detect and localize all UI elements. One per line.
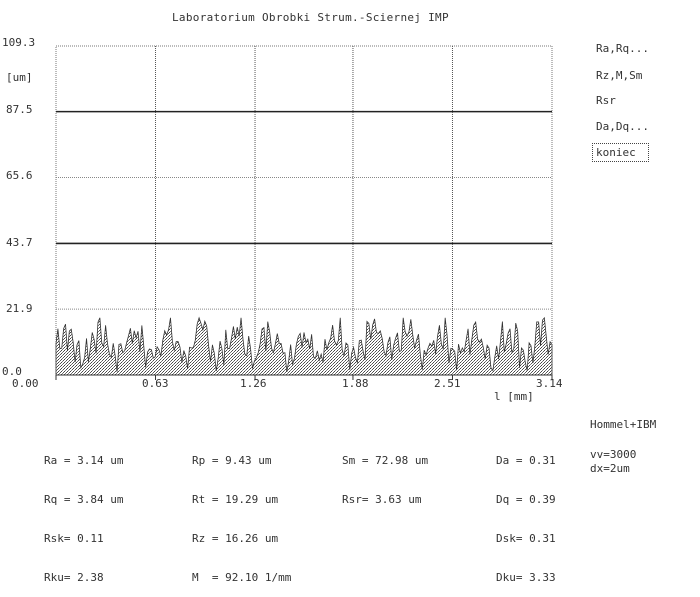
stat-da: Da = 0.31 [496,454,556,467]
menu-rz-m-sm[interactable]: Rz,M,Sm [596,69,643,82]
y-tick-label: 0.0 [2,365,22,378]
stat-dsk: Dsk= 0.31 [496,532,556,545]
stats-col-4: Da = 0.31 Dq = 0.39 Dsk= 0.31 Dku= 3.33 [496,428,556,597]
menu-rsr[interactable]: Rsr [596,94,616,107]
y-tick-label: 65.6 [6,169,33,182]
y-tick-label: 21.9 [6,302,33,315]
x-tick-label: 0.00 [12,377,39,390]
y-tick-label: 43.7 [6,236,33,249]
x-axis-label: l [mm] [494,390,534,403]
stat-m: M = 92.10 1/mm [192,571,292,584]
window-title: Laboratorium Obrobki Strum.-Sciernej IMP [172,11,449,24]
speed-label: vv=3000 [590,448,637,461]
device-label: Hommel+IBM [590,418,657,431]
menu-ra-rq[interactable]: Ra,Rq... [596,42,649,55]
menu-koniec[interactable]: koniec [592,143,649,162]
x-tick-label: 1.26 [240,377,267,390]
y-tick-label: 109.3 [2,36,36,49]
y-axis-unit: [um] [6,71,33,84]
y-tick-label: 87.5 [6,103,33,116]
stat-dq: Dq = 0.39 [496,493,556,506]
step-label: dx=2um [590,462,630,475]
stat-rsr: Rsr= 3.63 um [342,493,422,506]
stat-ra: Ra = 3.14 um [44,454,124,467]
stat-rt: Rt = 19.29 um [192,493,279,506]
stat-rq: Rq = 3.84 um [44,493,124,506]
stat-rp: Rp = 9.43 um [192,454,272,467]
stats-col-2: Rp = 9.43 um Rt = 19.29 um Rz = 16.26 um… [192,428,291,597]
stat-sm: Sm = 72.98 um [342,454,429,467]
stats-col-1: Ra = 3.14 um Rq = 3.84 um Rsk= 0.11 Rku=… [44,428,123,597]
stats-col-3: Sm = 72.98 um Rsr= 3.63 um [342,428,428,519]
profile-chart [55,45,553,380]
stat-rsk: Rsk= 0.11 [44,532,104,545]
plot-frame [55,45,553,376]
x-tick-label: 3.14 [536,377,563,390]
stat-rku: Rku= 2.38 [44,571,104,584]
menu-da-dq[interactable]: Da,Dq... [596,120,649,133]
x-tick-label: 0.63 [142,377,169,390]
stat-rz: Rz = 16.26 um [192,532,279,545]
x-tick-label: 2.51 [434,377,461,390]
roughness-profile-area [55,316,553,376]
x-tick-label: 1.88 [342,377,369,390]
stat-dku: Dku= 3.33 [496,571,556,584]
